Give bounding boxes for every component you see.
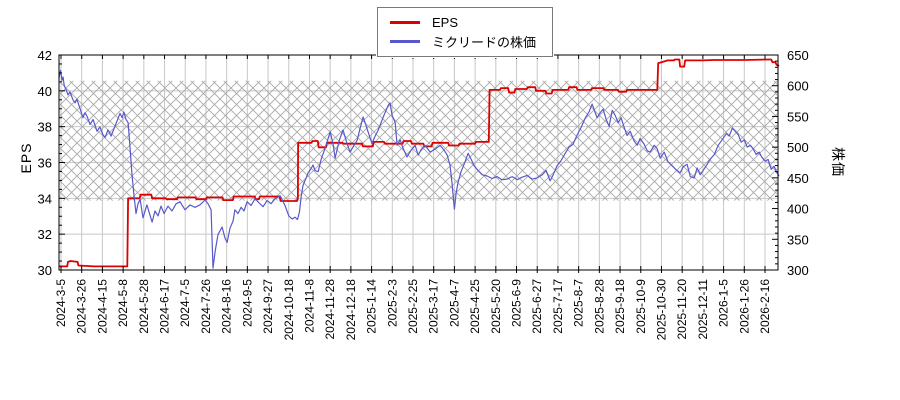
x-axis-tick-label: 2025-3-17 (427, 279, 441, 334)
right-axis-tick-label: 300 (787, 263, 809, 278)
hatch-band (60, 80, 777, 201)
left-axis-title: EPS (18, 142, 34, 174)
left-axis-tick-label: 34 (38, 191, 52, 206)
x-axis-tick-label: 2026-2-16 (758, 279, 772, 334)
legend-item-stock-price: ミクリードの株価 (390, 32, 536, 51)
x-axis-tick-label: 2025-12-11 (696, 279, 710, 340)
axis-ticks (59, 54, 778, 273)
x-axis-tick-label: 2024-3-5 (54, 279, 68, 327)
x-axis-tick-label: 2024-7-26 (199, 279, 213, 334)
x-axis-tick-label: 2025-6-27 (530, 279, 544, 334)
x-axis-tick-label: 2024-5-28 (137, 279, 151, 334)
left-axis-tick-label: 32 (38, 227, 52, 242)
x-axis-tick-label: 2025-5-20 (489, 279, 503, 334)
x-axis-tick-label: 2025-11-20 (675, 279, 689, 340)
x-axis-tick-label: 2025-1-14 (365, 279, 379, 334)
x-axis-tick-label: 2024-4-15 (95, 279, 109, 334)
right-axis-tick-label: 550 (787, 109, 809, 124)
x-axis-tick-label: 2025-4-25 (468, 279, 482, 334)
eps-series-line (58, 58, 780, 268)
x-axis-tick-label: 2024-7-5 (178, 279, 192, 327)
legend-label-stock-price: ミクリードの株価 (432, 35, 537, 50)
right-axis-tick-label: 500 (787, 140, 809, 155)
axis-labels: 30 32 34 36 38 40 42 300 350 400 450 500 550 600 650 20… (38, 48, 809, 340)
x-axis-tick-label: 2024-12-18 (344, 279, 358, 341)
x-axis-tick-label: 2025-2-3 (385, 279, 399, 327)
x-axis-tick-label: 2025-8-28 (592, 279, 606, 334)
right-axis-tick-label: 650 (787, 48, 809, 63)
right-axis-tick-label: 450 (787, 171, 809, 186)
x-axis-tick-label: 2024-9-27 (261, 279, 275, 334)
left-axis-tick-label: 36 (38, 156, 52, 171)
right-axis-tick-label: 400 (787, 202, 809, 217)
x-axis-tick-label: 2024-6-17 (158, 279, 172, 334)
left-axis-tick-label: 42 (38, 48, 52, 63)
x-axis-tick-label: 2025-9-18 (613, 279, 627, 334)
x-axis-tick-label: 2025-8-7 (572, 279, 586, 327)
x-axis-tick-label: 2026-1-5 (717, 279, 731, 327)
x-axis-tick-label: 2025-10-30 (654, 279, 668, 341)
legend: EPS ミクリードの株価 (377, 7, 554, 57)
left-axis-tick-label: 38 (38, 120, 52, 135)
x-axis-tick-label: 2024-3-26 (75, 279, 89, 334)
left-axis-tick-label: 30 (38, 263, 52, 278)
x-axis-tick-label: 2024-11-28 (323, 279, 337, 340)
x-axis-tick-label: 2024-10-18 (282, 279, 296, 341)
x-axis-tick-label: 2025-2-25 (406, 279, 420, 334)
x-axis-tick-label: 2024-5-8 (116, 279, 130, 327)
x-axis-tick-label: 2025-4-7 (447, 279, 461, 327)
left-axis-tick-label: 40 (38, 84, 52, 99)
x-axis-tick-label: 2026-1-26 (737, 279, 751, 334)
legend-label-eps: EPS (432, 15, 459, 30)
stock-price-series-line (58, 69, 780, 269)
x-axis-tick-label: 2024-11-8 (302, 279, 316, 333)
eps-line-swatch (390, 21, 420, 24)
legend-item-eps: EPS (390, 13, 536, 32)
x-axis-tick-label: 2025-6-9 (510, 279, 524, 327)
stock-price-line-swatch (390, 40, 420, 43)
right-axis-tick-label: 350 (787, 232, 809, 247)
right-axis-title: 株価 (830, 147, 846, 177)
x-axis-tick-label: 2024-9-5 (240, 279, 254, 327)
x-axis-tick-label: 2025-7-17 (551, 279, 565, 334)
right-axis-tick-label: 600 (787, 79, 809, 94)
x-axis-tick-label: 2025-10-9 (634, 279, 648, 334)
x-axis-tick-label: 2024-8-16 (220, 279, 234, 334)
